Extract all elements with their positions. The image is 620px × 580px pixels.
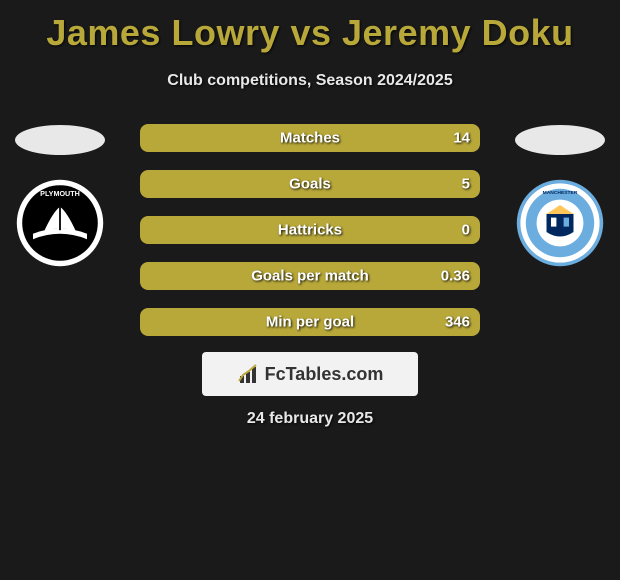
player-left-avatar: [15, 125, 105, 155]
chart-icon: [237, 362, 261, 386]
bar-value: 0.36: [441, 268, 470, 285]
stat-bar-hattricks: Hattricks 0: [140, 216, 480, 244]
badge-right-label: MANCHESTER: [543, 190, 578, 196]
badge-left-label: PLYMOUTH: [40, 189, 80, 198]
page-subtitle: Club competitions, Season 2024/2025: [0, 72, 620, 90]
club-badge-left: PLYMOUTH: [15, 178, 105, 268]
stat-bar-matches: Matches 14: [140, 124, 480, 152]
bar-label: Hattricks: [278, 222, 342, 239]
stat-bar-goals: Goals 5: [140, 170, 480, 198]
bar-value: 0: [462, 222, 470, 239]
stats-bars: Matches 14 Goals 5 Hattricks 0 Goals per…: [140, 124, 480, 354]
player-right-avatar: [515, 125, 605, 155]
watermark-text: FcTables.com: [265, 364, 384, 385]
bar-label: Min per goal: [266, 314, 354, 331]
bar-value: 14: [453, 130, 470, 147]
page-title: James Lowry vs Jeremy Doku: [0, 0, 620, 54]
bar-label: Goals: [289, 176, 331, 193]
bar-value: 346: [445, 314, 470, 331]
bar-label: Matches: [280, 130, 340, 147]
stat-bar-min-per-goal: Min per goal 346: [140, 308, 480, 336]
bar-label: Goals per match: [251, 268, 369, 285]
club-badge-right: MANCHESTER: [515, 178, 605, 268]
date-text: 24 february 2025: [247, 410, 373, 428]
watermark: FcTables.com: [202, 352, 418, 396]
stat-bar-goals-per-match: Goals per match 0.36: [140, 262, 480, 290]
bar-value: 5: [462, 176, 470, 193]
